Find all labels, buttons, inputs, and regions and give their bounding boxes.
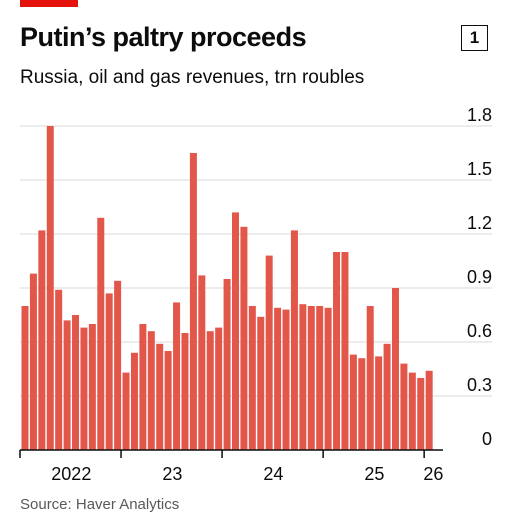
bar [80, 327, 88, 450]
bar [164, 351, 172, 450]
bar [290, 230, 298, 450]
x-axis [19, 449, 443, 458]
chart-title: Putin’s paltry proceeds [20, 22, 307, 52]
chart-subtitle: Russia, oil and gas revenues, trn rouble… [20, 67, 365, 88]
bar [417, 378, 425, 450]
bar [248, 306, 256, 450]
bar [349, 354, 357, 450]
bar [139, 324, 147, 450]
bar [181, 333, 189, 450]
bar [375, 356, 383, 450]
bar [38, 230, 46, 450]
bar [114, 280, 122, 450]
bar [215, 327, 223, 450]
bar [324, 307, 332, 450]
bar [206, 331, 214, 450]
bar [232, 212, 239, 450]
bar [425, 370, 433, 450]
bar [265, 255, 273, 450]
y-tick-labels: 0 0.3 0.6 0.9 1.2 1.5 1.8 [467, 105, 492, 449]
bar [383, 343, 391, 450]
bar [147, 331, 155, 450]
bar [156, 343, 164, 450]
x-tick-label: 24 [263, 464, 283, 484]
y-tick-label: 0.6 [467, 321, 492, 341]
bar [223, 279, 231, 450]
bar [72, 315, 80, 450]
y-tick-label: 0.9 [467, 267, 492, 287]
y-tick-label: 1.2 [467, 213, 492, 233]
bar [198, 275, 206, 450]
y-tick-label: 0.3 [467, 375, 492, 395]
bar [358, 358, 366, 450]
bar [316, 306, 324, 450]
bar [274, 307, 282, 450]
bar [257, 316, 265, 450]
bar [189, 153, 197, 450]
bar [122, 372, 130, 450]
bar [341, 252, 349, 450]
bar [97, 217, 105, 450]
bar [105, 293, 113, 450]
x-tick-label: 26 [423, 464, 443, 484]
bar [240, 226, 248, 450]
bar [173, 302, 181, 450]
bar [400, 363, 408, 450]
bar [55, 289, 63, 450]
x-tick-labels: 2022 23 24 25 26 [51, 464, 443, 484]
brand-accent-bar [20, 0, 78, 7]
x-tick-label: 2022 [51, 464, 91, 484]
y-tick-label: 0 [482, 429, 492, 449]
y-tick-label: 1.5 [467, 159, 492, 179]
x-tick-label: 25 [364, 464, 384, 484]
bar [21, 306, 29, 450]
bar [391, 288, 399, 450]
x-tick-label: 23 [162, 464, 182, 484]
source-note: Source: Haver Analytics [20, 496, 180, 513]
bar [29, 273, 37, 450]
bar [307, 306, 315, 450]
bars [21, 126, 433, 450]
bar [408, 372, 416, 450]
bar [130, 352, 138, 450]
y-tick-label: 1.8 [467, 105, 492, 125]
bar [333, 252, 341, 450]
bar [63, 320, 71, 450]
bar [46, 126, 54, 450]
bar [366, 306, 374, 450]
bar [282, 309, 290, 450]
bar [88, 324, 96, 450]
chart-number-badge: 1 [461, 25, 488, 51]
bar [299, 304, 307, 450]
